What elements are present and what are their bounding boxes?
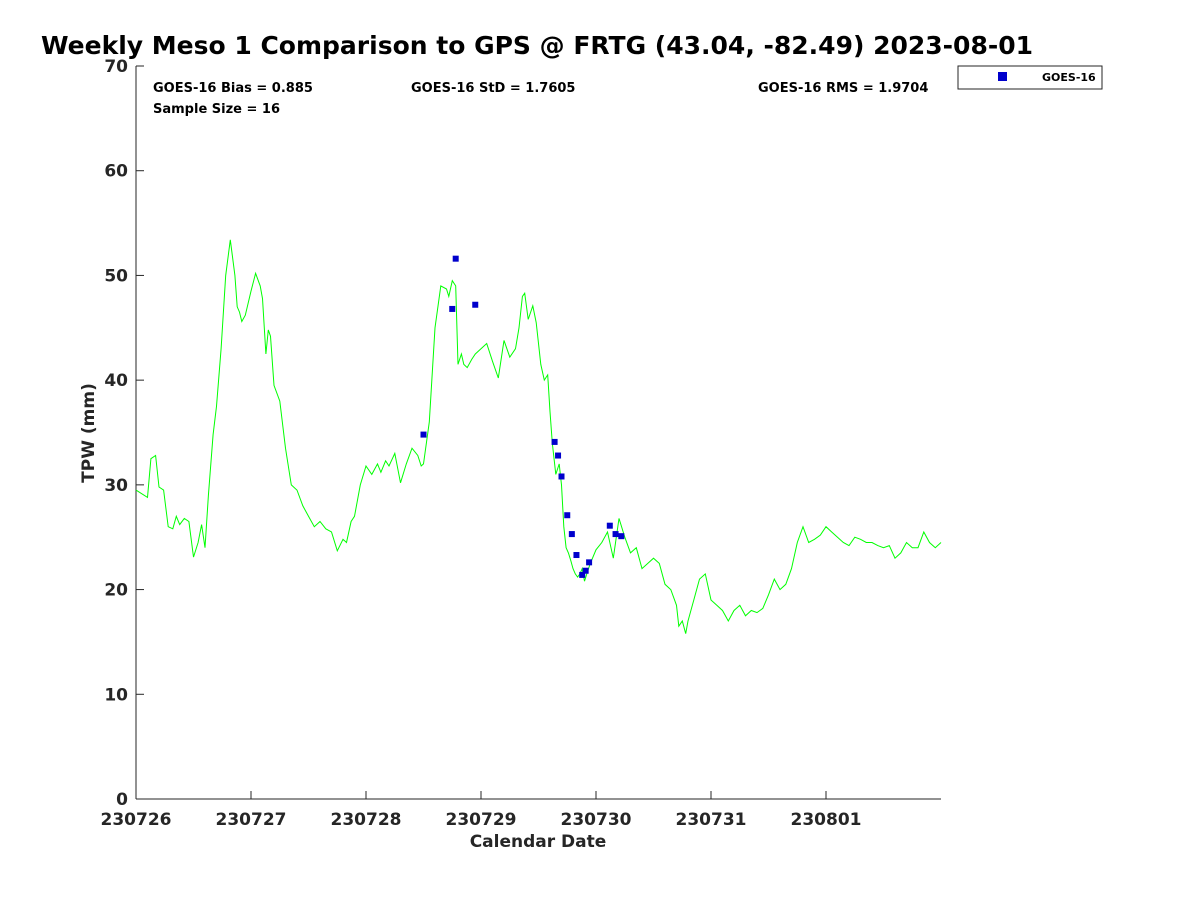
goes-16-point (586, 559, 593, 566)
y-tick-label: 70 (104, 57, 128, 77)
goes-16-point (573, 552, 580, 559)
goes-16-point (579, 571, 586, 578)
goes-16-point (568, 531, 575, 538)
x-axis-label: Calendar Date (470, 832, 607, 852)
legend-marker (998, 72, 1007, 81)
x-ticks: 230726 230727 230728 230729 230730 230731 2308… (101, 791, 862, 830)
stats-annotations: GOES-16 Bias = 0.885 Sample Size = 16 GO… (153, 81, 928, 117)
legend: GOES-16 (957, 65, 1103, 90)
y-tick-label: 20 (104, 581, 128, 601)
goes-16-point (582, 567, 589, 574)
sample-size-annotation: Sample Size = 16 (153, 102, 280, 117)
x-tick-label: 230730 (561, 810, 632, 830)
y-ticks: 0 10 20 30 40 50 60 70 (104, 57, 144, 810)
x-tick-label: 230731 (676, 810, 747, 830)
plot-axes (135, 66, 941, 800)
y-tick-label: 30 (104, 476, 128, 496)
series-layer (135, 239, 942, 634)
y-tick-label: 10 (104, 685, 128, 705)
x-tick-label: 230726 (101, 810, 172, 830)
goes-16-point (555, 452, 562, 459)
goes-16-point (472, 301, 479, 308)
bias-annotation: GOES-16 Bias = 0.885 (153, 81, 313, 96)
x-tick-label: 230729 (446, 810, 517, 830)
legend-box (957, 65, 1103, 90)
goes-16-point (564, 512, 571, 519)
goes-16-point (558, 473, 565, 480)
goes-16-point (606, 522, 613, 529)
goes-16-point (618, 533, 625, 540)
goes-16-point (420, 431, 427, 438)
chart-title: Weekly Meso 1 Comparison to GPS @ FRTG (… (41, 31, 1033, 60)
goes-16-point (551, 438, 558, 445)
gps-series-line (135, 239, 942, 634)
rms-annotation: GOES-16 RMS = 1.9704 (758, 81, 928, 96)
y-axis-label: TPW (mm) (79, 383, 99, 483)
x-tick-label: 230728 (331, 810, 402, 830)
goes-16-point (612, 531, 619, 538)
y-tick-label: 40 (104, 371, 128, 391)
legend-label: GOES-16 (1042, 71, 1096, 84)
x-tick-label: 230801 (791, 810, 862, 830)
y-tick-label: 60 (104, 162, 128, 182)
goes-16-point (449, 305, 456, 312)
std-annotation: GOES-16 StD = 1.7605 (411, 81, 575, 96)
y-tick-label: 50 (104, 266, 128, 286)
y-tick-label: 0 (116, 790, 128, 810)
x-tick-label: 230727 (216, 810, 287, 830)
goes-16-point (452, 255, 459, 262)
